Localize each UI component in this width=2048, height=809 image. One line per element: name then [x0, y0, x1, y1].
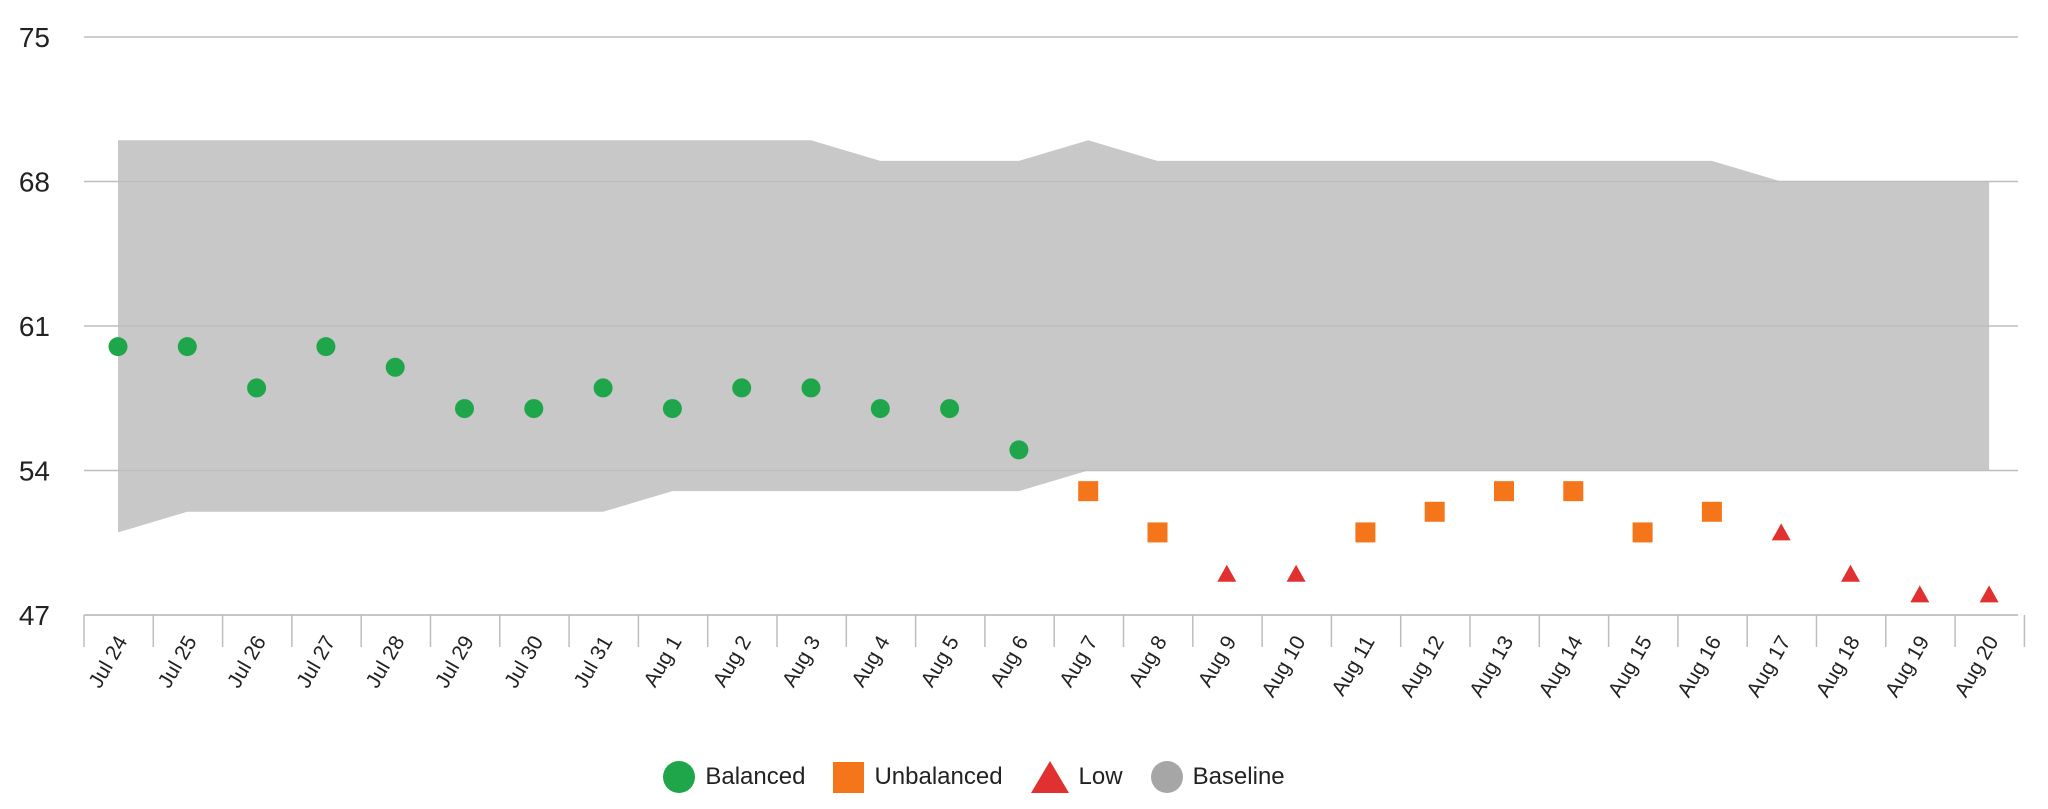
legend-label-low: Low: [1078, 763, 1123, 790]
x-tick-label: Jul 29: [431, 632, 479, 692]
legend-item-balanced[interactable]: Balanced: [663, 761, 805, 793]
data-point-balanced: [801, 378, 821, 398]
data-point-balanced: [870, 399, 890, 419]
y-tick-label: 61: [19, 311, 50, 342]
x-tick-label: Aug 5: [917, 632, 964, 691]
data-point-low: [1910, 585, 1930, 603]
legend-label-unbalanced: Unbalanced: [874, 763, 1003, 790]
data-point-low: [1217, 564, 1237, 582]
legend-circle-icon: [663, 761, 696, 793]
data-point-unbalanced: [1701, 501, 1722, 522]
legend-item-low[interactable]: Low: [1030, 761, 1123, 793]
data-point-unbalanced: [1424, 501, 1445, 522]
y-axis-tick-labels: 47 54 61 68 75: [19, 22, 50, 631]
x-tick-label: Aug 20: [1950, 632, 2003, 701]
data-point-unbalanced: [1494, 481, 1514, 502]
x-tick-label: Aug 3: [778, 632, 825, 691]
legend: Balanced Unbalanced Low Baseline: [0, 752, 1948, 802]
data-point-balanced: [177, 337, 197, 357]
x-tick-label: Aug 18: [1812, 632, 1865, 701]
data-point-balanced: [940, 399, 960, 419]
data-point-low: [1286, 564, 1306, 582]
data-point-balanced: [385, 357, 405, 377]
data-point-low: [1979, 585, 1999, 603]
x-tick-label: Jul 26: [223, 632, 271, 692]
data-points: [108, 337, 1999, 603]
x-tick-label: Aug 12: [1396, 632, 1449, 701]
data-point-unbalanced: [1355, 522, 1376, 543]
grid-lines: [84, 36, 2018, 616]
legend-item-baseline[interactable]: Baseline: [1150, 761, 1285, 793]
x-tick-label: Aug 17: [1742, 632, 1795, 701]
legend-item-unbalanced[interactable]: Unbalanced: [833, 761, 1003, 793]
data-point-balanced: [316, 337, 336, 357]
data-point-low: [1841, 564, 1860, 582]
legend-square-icon: [833, 761, 865, 793]
x-tick-label: Jul 28: [362, 632, 410, 692]
x-tick-label: Aug 11: [1327, 632, 1379, 700]
x-tick-label: Aug 15: [1604, 632, 1657, 701]
data-point-balanced: [455, 399, 474, 419]
y-tick-label: 54: [19, 456, 50, 487]
data-point-balanced: [732, 378, 752, 398]
data-point-balanced: [524, 399, 544, 419]
x-tick-label: Aug 6: [986, 632, 1033, 691]
x-tick-label: Aug 13: [1465, 632, 1518, 701]
legend-label-baseline: Baseline: [1192, 763, 1285, 790]
y-tick-label: 68: [19, 167, 50, 198]
x-tick-label: Jul 24: [84, 632, 132, 692]
data-point-balanced: [662, 399, 682, 419]
x-tick-label: Aug 7: [1055, 632, 1102, 691]
legend-label-balanced: Balanced: [705, 763, 806, 790]
data-point-balanced: [1009, 440, 1029, 460]
x-tick-label: Aug 14: [1534, 632, 1587, 701]
x-tick-label: Aug 19: [1881, 632, 1934, 701]
x-tick-label: Jul 31: [569, 632, 617, 692]
x-tick-label: Aug 4: [847, 632, 895, 691]
baseline-band: [118, 140, 1990, 533]
x-tick-label: Aug 2: [709, 632, 756, 691]
x-axis: [83, 614, 2026, 647]
y-tick-label: 47: [19, 600, 50, 631]
data-point-balanced: [108, 337, 128, 357]
x-tick-label: Jul 27: [292, 632, 340, 692]
y-tick-label: 75: [19, 22, 50, 53]
x-tick-label: Jul 25: [154, 632, 202, 692]
legend-triangle-icon: [1030, 761, 1069, 793]
x-tick-label: Aug 16: [1673, 632, 1726, 701]
data-point-unbalanced: [1563, 481, 1584, 502]
legend-circle-icon-baseline: [1150, 761, 1183, 793]
x-axis-tick-labels: Jul 24 Jul 25 Jul 26 Jul 27 Jul 28 Jul 29 Jul …: [84, 632, 2003, 701]
x-tick-label: Jul 30: [500, 632, 548, 692]
data-point-balanced: [593, 378, 613, 398]
data-point-unbalanced: [1147, 522, 1168, 543]
data-point-low: [1771, 523, 1791, 541]
x-tick-label: Aug 8: [1124, 632, 1171, 691]
x-tick-label: Aug 10: [1257, 632, 1310, 701]
data-point-unbalanced: [1632, 522, 1653, 543]
baseline-band-layer: [118, 140, 1990, 533]
data-point-unbalanced: [1078, 481, 1099, 502]
x-tick-label: Aug 9: [1194, 632, 1241, 691]
data-point-balanced: [247, 378, 267, 398]
x-tick-label: Aug 1: [639, 632, 686, 691]
